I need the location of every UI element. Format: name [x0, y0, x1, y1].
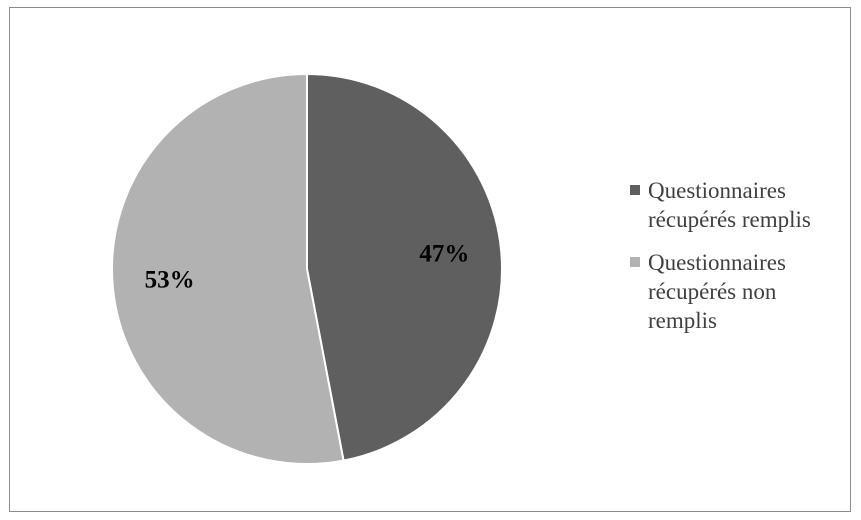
- chart-area: 47% 53% Questionnaires récupérés remplis …: [9, 7, 851, 512]
- legend-label-non-remplis: Questionnaires récupérés non remplis: [648, 250, 786, 333]
- legend-item-remplis: Questionnaires récupérés remplis: [630, 176, 845, 234]
- legend-label-remplis: Questionnaires récupérés remplis: [648, 178, 811, 232]
- data-label-0: 47%: [419, 241, 469, 268]
- pie-chart: 47% 53%: [111, 72, 503, 465]
- legend-item-non-remplis: Questionnaires récupérés non remplis: [630, 248, 845, 335]
- data-label-1: 53%: [145, 267, 195, 294]
- pie-slice-0: [306, 72, 503, 462]
- legend-swatch-remplis: [630, 185, 640, 195]
- pie-slice-1: [111, 72, 345, 465]
- legend-swatch-non-remplis: [630, 257, 640, 267]
- legend: Questionnaires récupérés remplis Questio…: [630, 176, 845, 349]
